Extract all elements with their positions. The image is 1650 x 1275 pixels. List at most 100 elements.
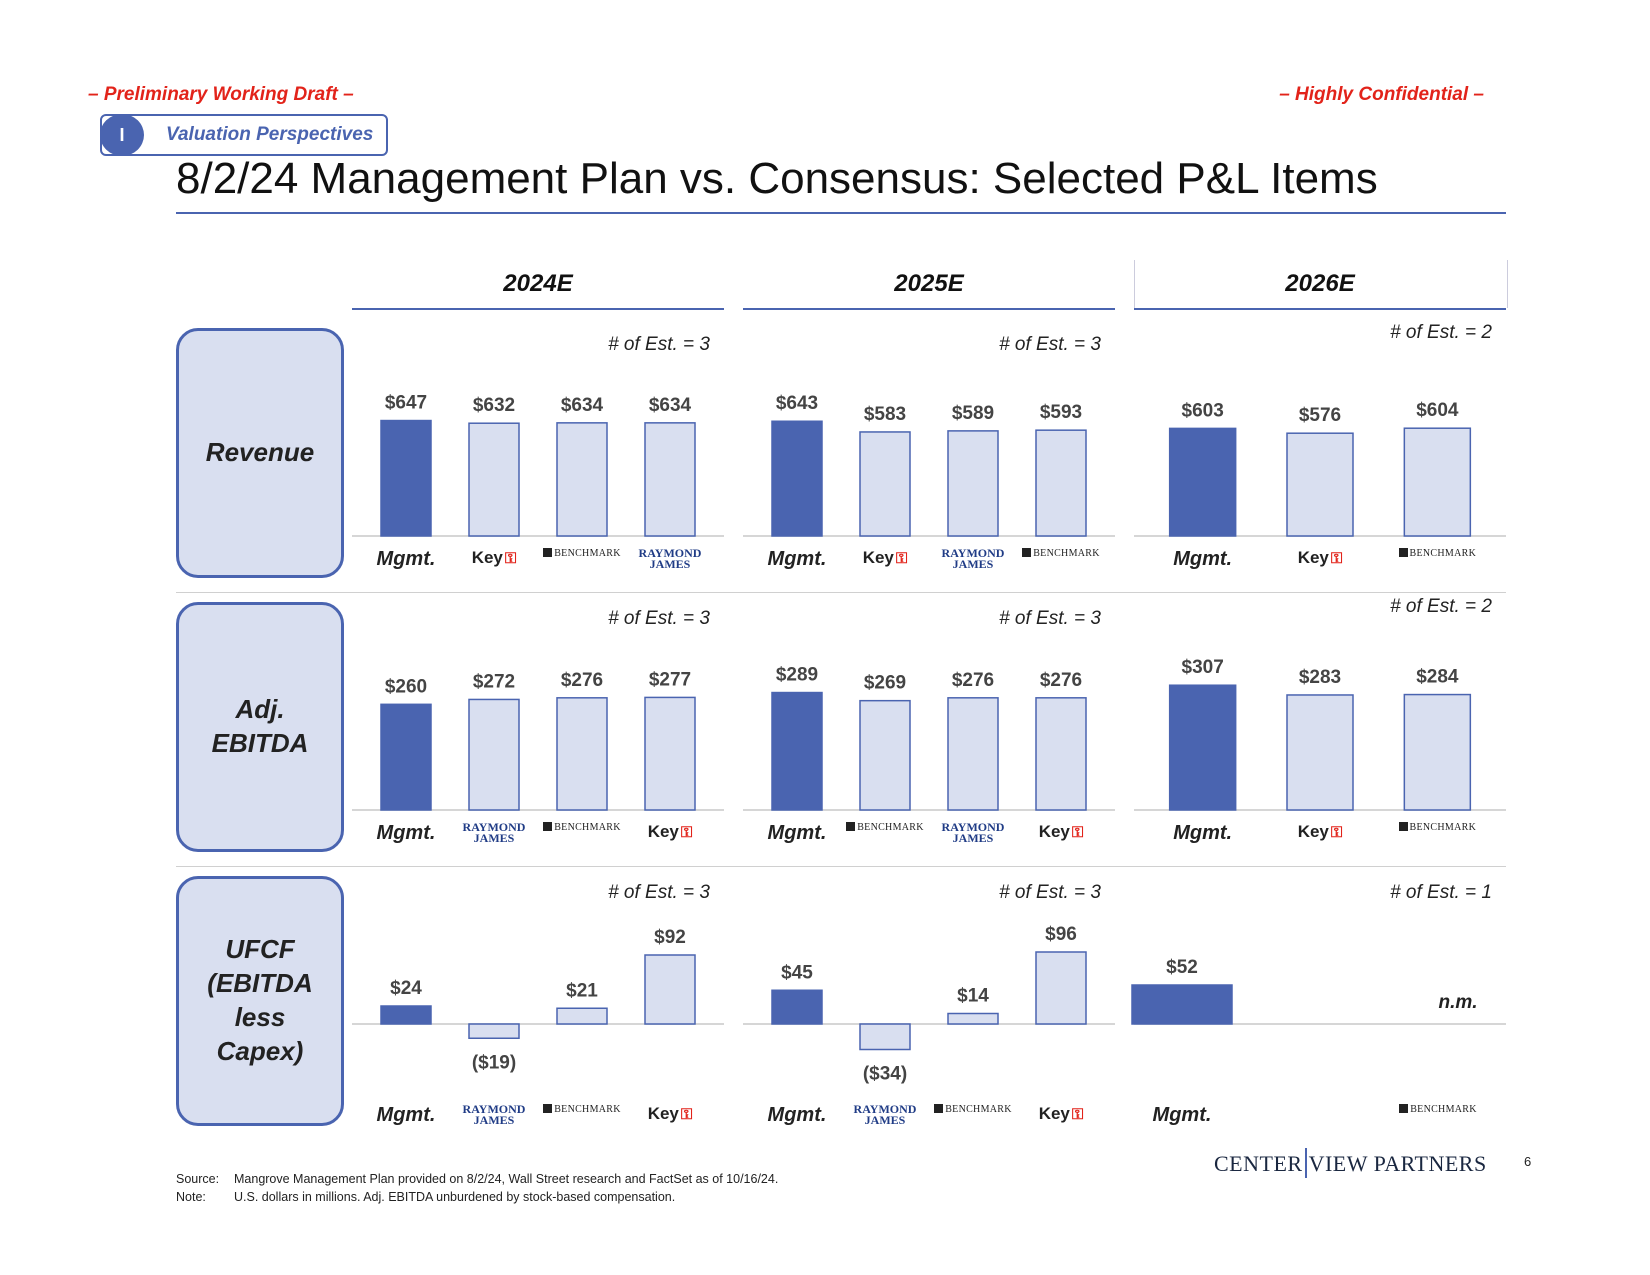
- row-label-line: Adj.: [235, 694, 285, 725]
- category-mgmt: Mgmt.: [376, 822, 436, 844]
- bar-benchmark: [1403, 427, 1472, 537]
- category-mgmt: Mgmt.: [376, 1104, 436, 1126]
- page-number: 6: [1524, 1154, 1532, 1169]
- bar-chart-svg: $45 ($34) $14 $96: [743, 924, 1115, 1085]
- category-benchmark: BENCHMARK: [1392, 548, 1482, 559]
- year-rule-2024e: [352, 308, 724, 310]
- category-label: BENCHMARK: [945, 1104, 1012, 1115]
- data-label: $604: [1416, 400, 1459, 421]
- category-key: Key ⚿: [1016, 822, 1106, 842]
- category-benchmark: BENCHMARK: [840, 822, 930, 833]
- benchmark-logo-icon: [934, 1104, 944, 1113]
- data-label: $260: [385, 676, 427, 697]
- benchmark-logo-icon: [1022, 548, 1032, 557]
- row-label-revenue: Revenue: [176, 328, 344, 578]
- chart-ufcf-ebitda-less-capex-2024e: $24 ($19) $21 $92 # of Est. = 3 Mgmt. RAYMOND J…: [352, 876, 724, 1126]
- category-benchmark: BENCHMARK: [537, 822, 627, 833]
- data-label: $21: [566, 980, 598, 1001]
- data-label: $632: [473, 395, 515, 416]
- bar-key: [1035, 951, 1087, 1025]
- estimates-count: # of Est. = 3: [608, 882, 710, 903]
- category-mgmt: Mgmt.: [376, 548, 436, 570]
- category-label-line: JAMES: [649, 557, 691, 571]
- bar-chart-svg: $647 $632 $634 $634: [352, 393, 724, 537]
- bar-benchmark: [556, 697, 608, 811]
- bar-mgmt: [771, 691, 823, 811]
- data-label: $283: [1299, 667, 1341, 688]
- chart-ufcf-ebitda-less-capex-2026e: $52 n.m. # of Est. = 1 Mgmt. BENCHMARK: [1131, 876, 1506, 1126]
- estimates-count: # of Est. = 2: [1390, 322, 1492, 343]
- logo-divider: [1304, 1148, 1307, 1178]
- category-mgmt: Mgmt.: [1152, 1104, 1212, 1126]
- data-label: $634: [561, 395, 604, 416]
- bar-key: [1286, 432, 1354, 537]
- row-label-line: less: [234, 1002, 286, 1032]
- category-key: Key ⚿: [840, 548, 930, 568]
- bar-mgmt: [771, 989, 823, 1025]
- key-logo-icon: ⚿: [680, 824, 693, 841]
- bar-raymond-james: [468, 698, 520, 811]
- bar-chart-svg: $260 $272 $276 $277: [352, 669, 724, 811]
- category-label: Key: [471, 548, 503, 567]
- estimates-count: # of Est. = 3: [608, 608, 710, 629]
- category-benchmark: BENCHMARK: [537, 1104, 627, 1115]
- data-label: $307: [1182, 657, 1224, 678]
- data-label: $24: [390, 978, 422, 999]
- category-label-line: RAYMOND: [638, 546, 702, 560]
- category-label: Key: [862, 548, 894, 567]
- category-benchmark: BENCHMARK: [1392, 822, 1482, 833]
- category-label-line: JAMES: [952, 557, 994, 571]
- row-divider: [176, 866, 1506, 867]
- bar-benchmark: [556, 1007, 608, 1025]
- category-raymond-james: RAYMOND JAMES: [449, 1103, 539, 1126]
- benchmark-logo-icon: [543, 1104, 553, 1113]
- bar-raymond-james: [947, 430, 999, 537]
- data-label: $583: [864, 404, 906, 425]
- category-label: BENCHMARK: [1409, 548, 1477, 559]
- year-header-2024e: 2024E: [503, 270, 573, 297]
- chart-adj-ebitda-2024e: $260 $272 $276 $277 # of Est. = 3 Mgmt. RAYMON…: [352, 602, 724, 852]
- bar-mgmt: [380, 703, 432, 811]
- category-key: Key ⚿: [625, 1104, 715, 1124]
- category-benchmark: BENCHMARK: [1016, 548, 1106, 559]
- benchmark-logo-icon: [1399, 1104, 1409, 1113]
- bar-raymond-james: [859, 1023, 911, 1051]
- year-header-2025e: 2025E: [894, 270, 964, 297]
- bar-key: [859, 431, 911, 537]
- data-label: $52: [1166, 957, 1198, 978]
- category-benchmark: BENCHMARK: [928, 1104, 1018, 1115]
- bar-raymond-james: [468, 1023, 520, 1039]
- year-rule-2025e: [743, 308, 1115, 310]
- category-label: BENCHMARK: [1409, 822, 1477, 833]
- source-footnote: Source: Mangrove Management Plan provided…: [176, 1172, 778, 1186]
- data-label: $277: [649, 669, 691, 690]
- chart-revenue-2025e: $643 $583 $589 $593 # of Est. = 3 Mgmt. Key ⚿ RA…: [743, 328, 1115, 578]
- category-label: Key: [1038, 822, 1070, 841]
- benchmark-logo-icon: [1398, 822, 1408, 831]
- category-label: Key: [1038, 1104, 1070, 1123]
- estimates-count: # of Est. = 3: [999, 882, 1101, 903]
- category-label-line: JAMES: [952, 831, 994, 845]
- key-logo-icon: ⚿: [680, 1106, 693, 1123]
- source-label: Source:: [176, 1172, 220, 1186]
- data-label: $647: [385, 393, 427, 414]
- data-label: $45: [781, 962, 813, 983]
- category-label-line: RAYMOND: [853, 1102, 917, 1116]
- bar-chart-svg: $289 $269 $276 $276: [743, 665, 1115, 811]
- category-label-line: RAYMOND: [941, 820, 1005, 834]
- bar-benchmark: [1035, 429, 1087, 537]
- row-label-ufcf: UFCF (EBITDA less Capex): [176, 876, 344, 1126]
- category-key: Key ⚿: [1275, 548, 1365, 568]
- section-tag: I Valuation Perspectives: [100, 114, 388, 156]
- category-mgmt: Mgmt.: [767, 548, 827, 570]
- data-label: $269: [864, 673, 906, 694]
- bar-benchmark: [859, 699, 911, 811]
- bar-raymond-james: [644, 422, 696, 537]
- category-label: Key: [1297, 548, 1329, 567]
- bar-benchmark: [556, 422, 608, 537]
- data-label: $276: [952, 670, 994, 691]
- data-label: ($34): [863, 1064, 907, 1085]
- category-label: BENCHMARK: [554, 1104, 621, 1115]
- data-label: $603: [1182, 400, 1224, 421]
- category-raymond-james: RAYMOND JAMES: [449, 821, 539, 844]
